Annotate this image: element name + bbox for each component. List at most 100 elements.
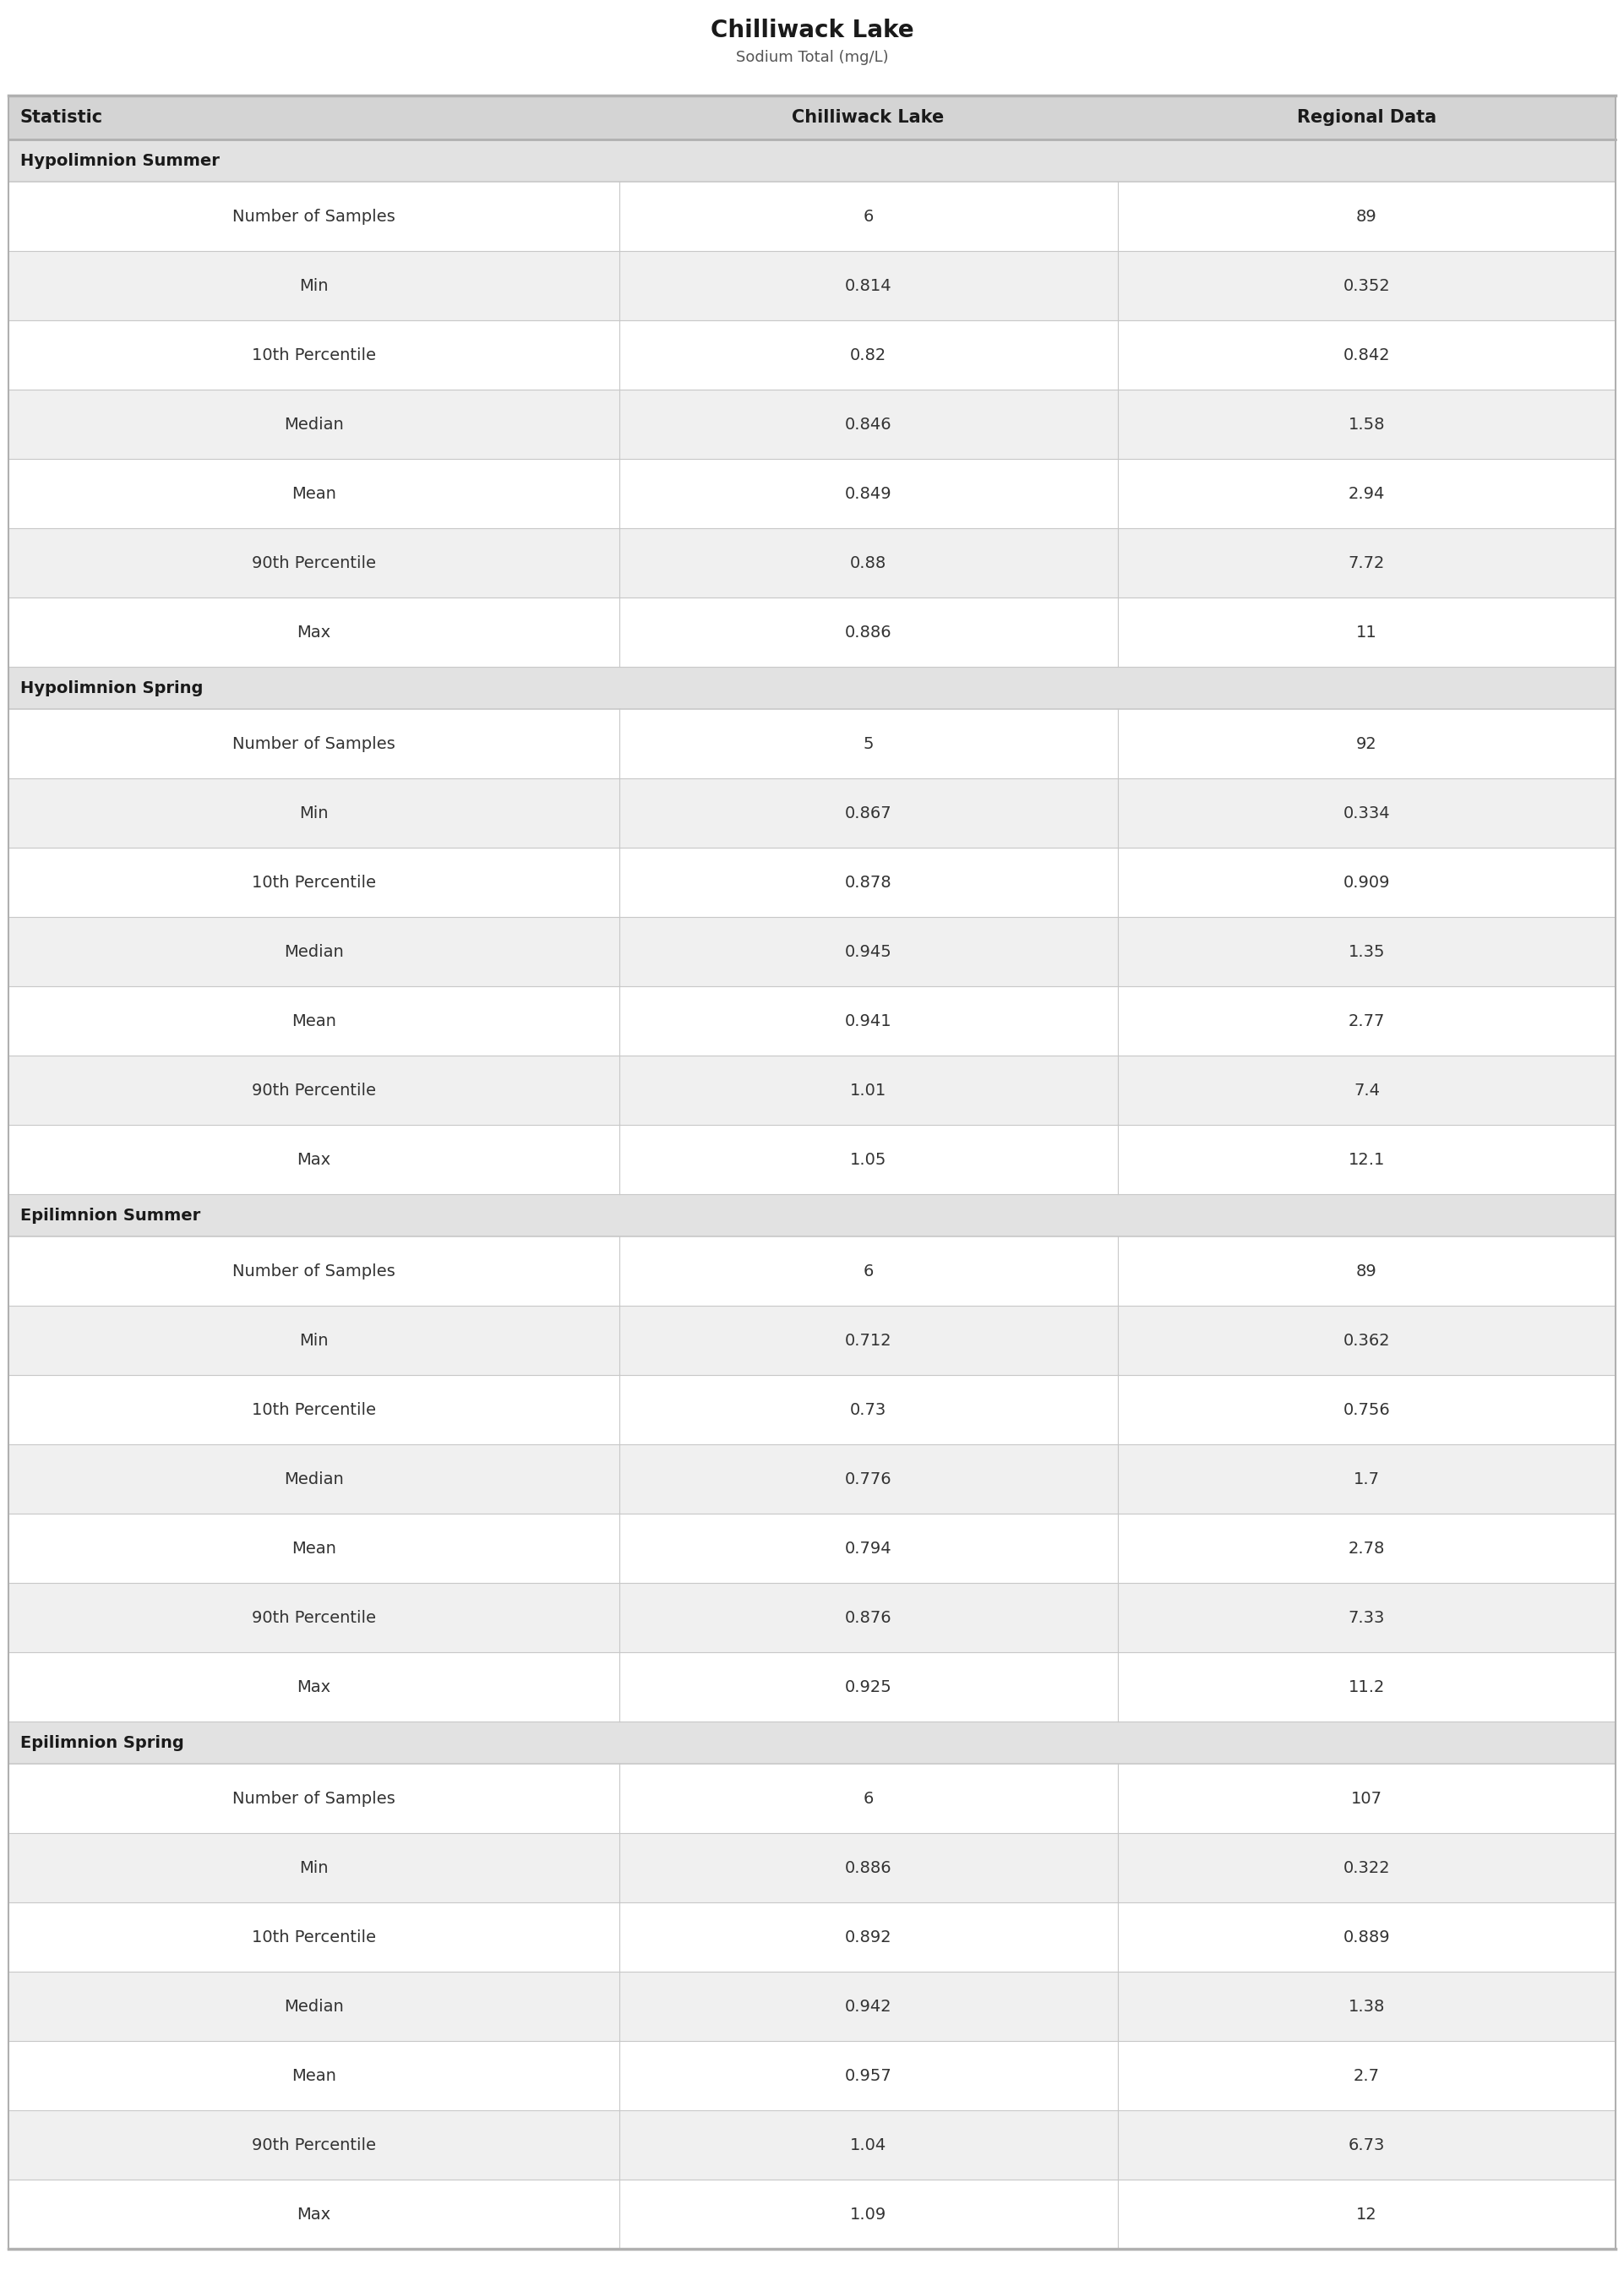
- Text: 2.7: 2.7: [1353, 2068, 1380, 2084]
- Text: 1.38: 1.38: [1348, 1998, 1385, 2013]
- Text: 1.01: 1.01: [849, 1083, 887, 1099]
- Text: 92: 92: [1356, 735, 1377, 751]
- Text: 1.04: 1.04: [849, 2136, 887, 2152]
- Text: Number of Samples: Number of Samples: [232, 209, 395, 225]
- Text: 0.88: 0.88: [849, 554, 887, 570]
- Bar: [8, 459, 1616, 529]
- Text: 12.1: 12.1: [1348, 1151, 1385, 1167]
- Text: 7.72: 7.72: [1348, 554, 1385, 570]
- Text: 0.794: 0.794: [844, 1541, 892, 1557]
- Text: 10th Percentile: 10th Percentile: [252, 347, 375, 363]
- Text: 5: 5: [862, 735, 874, 751]
- Bar: [8, 1653, 1616, 1721]
- Bar: [8, 847, 1616, 917]
- Text: 10th Percentile: 10th Percentile: [252, 1930, 375, 1945]
- Text: Epilimnion Summer: Epilimnion Summer: [19, 1208, 200, 1224]
- Bar: [8, 1582, 1616, 1653]
- Text: 10th Percentile: 10th Percentile: [252, 874, 375, 890]
- Text: Min: Min: [299, 1859, 328, 1875]
- Text: 1.05: 1.05: [849, 1151, 887, 1167]
- Text: Mean: Mean: [291, 2068, 336, 2084]
- Bar: [8, 917, 1616, 985]
- Text: 1.35: 1.35: [1348, 944, 1385, 960]
- Bar: [8, 2111, 1616, 2179]
- Bar: [8, 779, 1616, 847]
- Text: 89: 89: [1356, 209, 1377, 225]
- Bar: [8, 1834, 1616, 1902]
- Text: Median: Median: [284, 944, 344, 960]
- Text: Max: Max: [297, 624, 331, 640]
- Text: Sodium Total (mg/L): Sodium Total (mg/L): [736, 50, 888, 66]
- Text: Mean: Mean: [291, 486, 336, 502]
- Text: 7.4: 7.4: [1353, 1083, 1380, 1099]
- Text: Number of Samples: Number of Samples: [232, 1791, 395, 1807]
- Bar: [8, 1973, 1616, 2041]
- Bar: [8, 2179, 1616, 2250]
- Text: 6.73: 6.73: [1348, 2136, 1385, 2152]
- Text: 0.756: 0.756: [1343, 1401, 1390, 1419]
- Text: Hypolimnion Spring: Hypolimnion Spring: [19, 681, 203, 697]
- Text: Max: Max: [297, 2206, 331, 2222]
- Text: 10th Percentile: 10th Percentile: [252, 1401, 375, 1419]
- Text: 0.876: 0.876: [844, 1609, 892, 1625]
- Text: 0.362: 0.362: [1343, 1332, 1390, 1348]
- Text: 0.334: 0.334: [1343, 806, 1390, 822]
- Text: 2.77: 2.77: [1348, 1012, 1385, 1028]
- Text: 0.846: 0.846: [844, 415, 892, 431]
- Text: Min: Min: [299, 277, 328, 293]
- Text: 90th Percentile: 90th Percentile: [252, 1609, 375, 1625]
- Text: Min: Min: [299, 806, 328, 822]
- Text: 0.867: 0.867: [844, 806, 892, 822]
- Text: 0.941: 0.941: [844, 1012, 892, 1028]
- Text: Number of Samples: Number of Samples: [232, 735, 395, 751]
- Text: 0.886: 0.886: [844, 624, 892, 640]
- Bar: [8, 1902, 1616, 1973]
- Text: Hypolimnion Summer: Hypolimnion Summer: [19, 152, 219, 168]
- Bar: [8, 2041, 1616, 2111]
- Text: 0.352: 0.352: [1343, 277, 1390, 293]
- Text: Number of Samples: Number of Samples: [232, 1262, 395, 1278]
- Text: 0.925: 0.925: [844, 1680, 892, 1696]
- Text: 1.7: 1.7: [1353, 1471, 1380, 1487]
- Bar: [8, 95, 1616, 138]
- Text: 2.78: 2.78: [1348, 1541, 1385, 1557]
- Text: Max: Max: [297, 1151, 331, 1167]
- Text: 0.878: 0.878: [844, 874, 892, 890]
- Text: Min: Min: [299, 1332, 328, 1348]
- Text: 2.94: 2.94: [1348, 486, 1385, 502]
- Text: 0.892: 0.892: [844, 1930, 892, 1945]
- Text: 90th Percentile: 90th Percentile: [252, 1083, 375, 1099]
- Bar: [8, 1444, 1616, 1514]
- Bar: [8, 182, 1616, 252]
- Text: 0.776: 0.776: [844, 1471, 892, 1487]
- Text: Median: Median: [284, 1998, 344, 2013]
- Text: 0.957: 0.957: [844, 2068, 892, 2084]
- Text: 0.886: 0.886: [844, 1859, 892, 1875]
- Text: 1.09: 1.09: [849, 2206, 887, 2222]
- Bar: [8, 1305, 1616, 1376]
- Text: 0.849: 0.849: [844, 486, 892, 502]
- Text: 0.73: 0.73: [849, 1401, 887, 1419]
- Bar: [8, 529, 1616, 597]
- Bar: [8, 138, 1616, 182]
- Bar: [8, 1721, 1616, 1764]
- Text: 0.322: 0.322: [1343, 1859, 1390, 1875]
- Text: Median: Median: [284, 415, 344, 431]
- Bar: [8, 1514, 1616, 1582]
- Text: 89: 89: [1356, 1262, 1377, 1278]
- Bar: [8, 390, 1616, 459]
- Bar: [8, 252, 1616, 320]
- Text: Mean: Mean: [291, 1541, 336, 1557]
- Text: 7.33: 7.33: [1348, 1609, 1385, 1625]
- Text: 90th Percentile: 90th Percentile: [252, 2136, 375, 2152]
- Text: 11: 11: [1356, 624, 1377, 640]
- Text: Mean: Mean: [291, 1012, 336, 1028]
- Text: Regional Data: Regional Data: [1298, 109, 1437, 125]
- Bar: [8, 667, 1616, 708]
- Text: 0.889: 0.889: [1343, 1930, 1390, 1945]
- Text: Epilimnion Spring: Epilimnion Spring: [19, 1734, 184, 1750]
- Text: Chilliwack Lake: Chilliwack Lake: [710, 18, 914, 43]
- Text: 1.58: 1.58: [1348, 415, 1385, 431]
- Text: 0.814: 0.814: [844, 277, 892, 293]
- Bar: [8, 1126, 1616, 1194]
